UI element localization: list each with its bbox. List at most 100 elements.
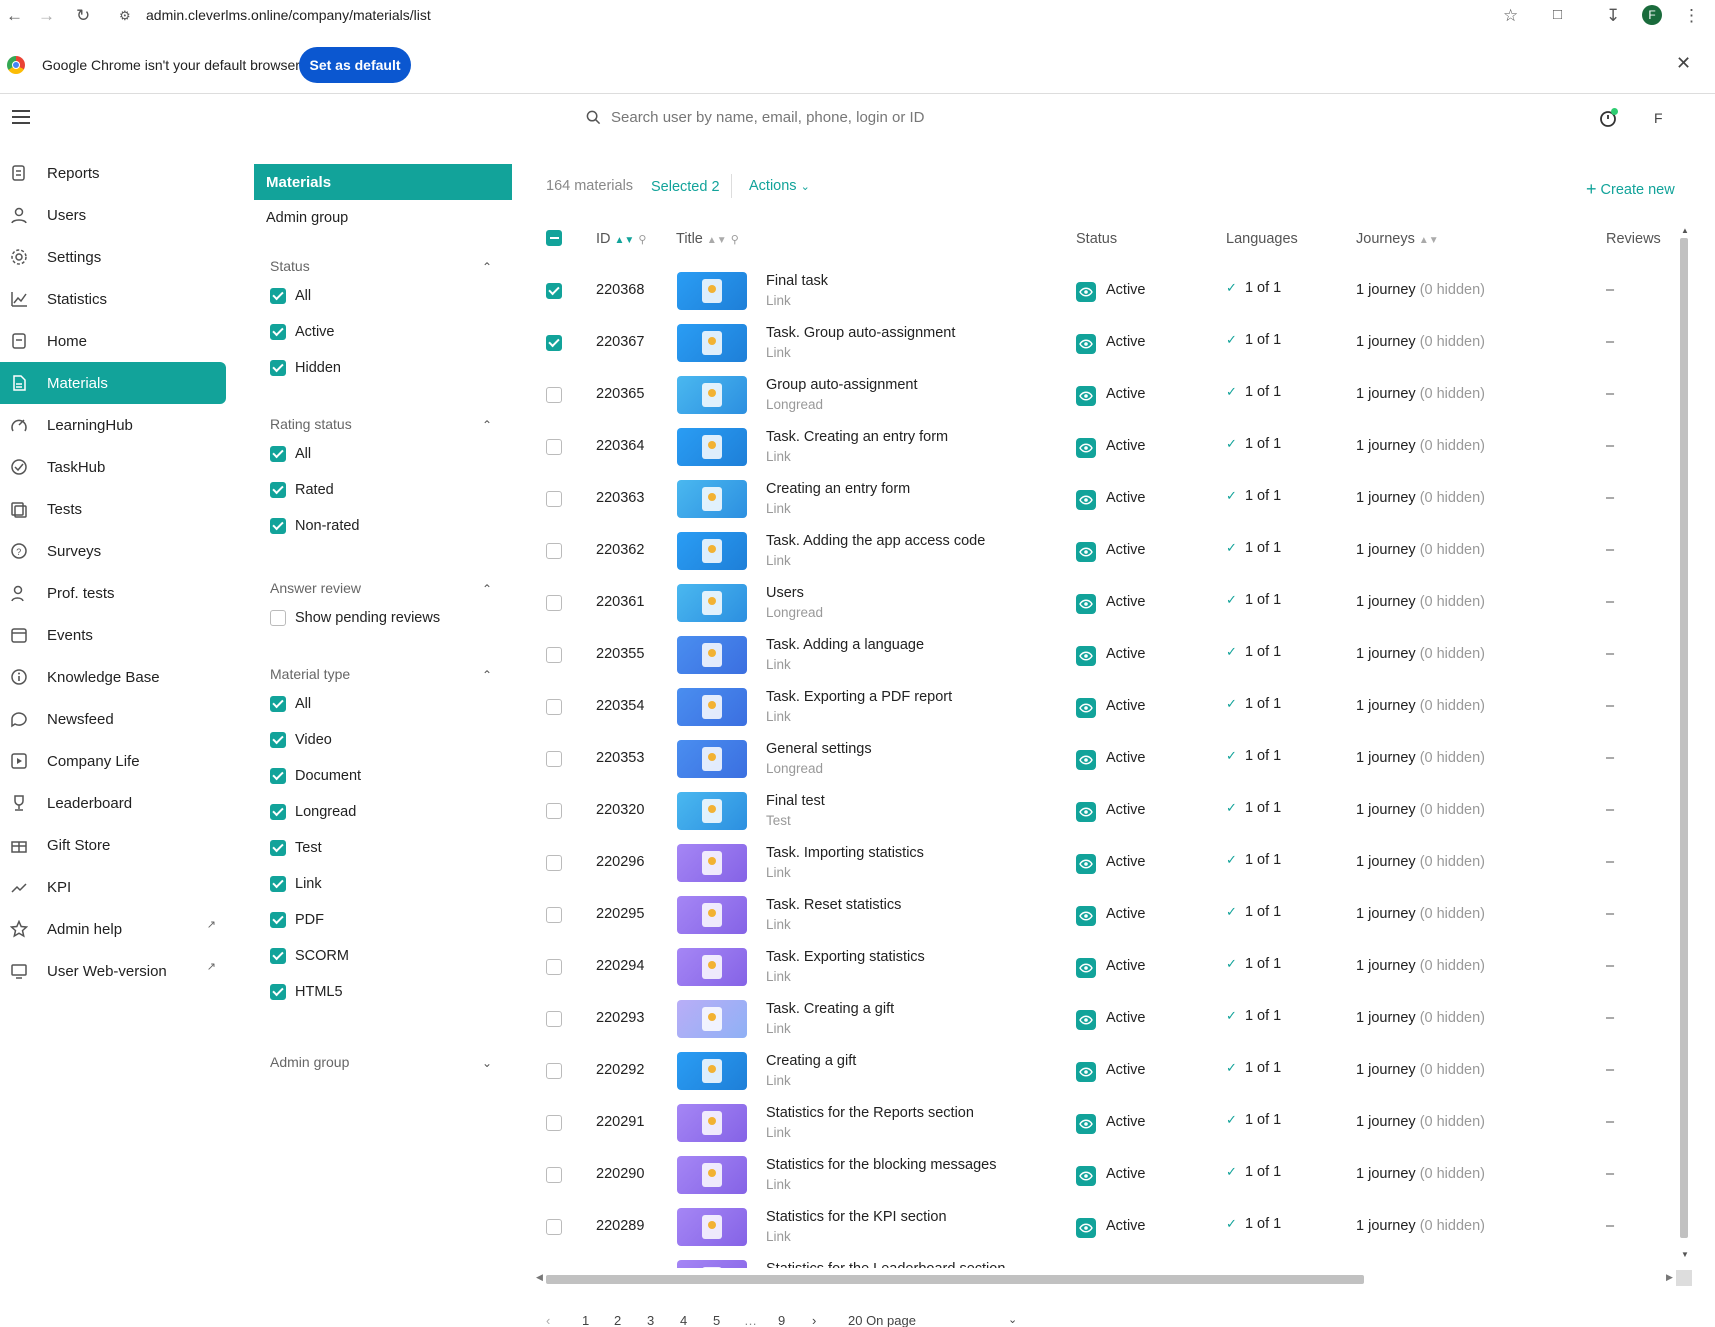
row-checkbox[interactable]: [546, 439, 562, 455]
material-thumbnail[interactable]: [677, 272, 747, 310]
table-row[interactable]: 220295 Task. Reset statistics Link Active ✓ …: [546, 889, 1676, 941]
row-checkbox[interactable]: [546, 907, 562, 923]
table-row[interactable]: 220367 Task. Group auto-assignment Link Act…: [546, 317, 1676, 369]
bookmark-star-icon[interactable]: ☆: [1503, 6, 1519, 25]
filter-option[interactable]: Longread: [254, 794, 512, 830]
pending-reviews-option[interactable]: Show pending reviews: [254, 600, 512, 636]
journeys-cell[interactable]: 1 journey (0 hidden): [1356, 542, 1485, 558]
sidebar-item-reports[interactable]: Reports: [0, 152, 230, 194]
row-checkbox[interactable]: [546, 1011, 562, 1027]
admin-group-filter-header[interactable]: Admin group ⌄: [254, 1054, 512, 1074]
sidebar-item-prof-tests[interactable]: Prof. tests: [0, 572, 230, 614]
material-thumbnail[interactable]: [677, 688, 747, 726]
row-checkbox[interactable]: [546, 387, 562, 403]
journeys-cell[interactable]: 1 journey (0 hidden): [1356, 958, 1485, 974]
sidebar-item-users[interactable]: Users: [0, 194, 230, 236]
eye-icon[interactable]: [1076, 1166, 1096, 1186]
material-title[interactable]: Task. Reset statistics: [766, 897, 902, 913]
row-checkbox[interactable]: [546, 1063, 562, 1079]
horizontal-scrollbar[interactable]: ◀ ▶: [536, 1272, 1673, 1285]
journeys-column-header[interactable]: Journeys ▲▼: [1356, 231, 1439, 247]
filter-checkbox[interactable]: [270, 768, 286, 784]
sidebar-item-kpi[interactable]: KPI: [0, 866, 230, 908]
filter-option[interactable]: Non-rated: [254, 508, 512, 544]
sidebar-item-materials[interactable]: Materials: [0, 362, 226, 404]
row-checkbox[interactable]: [546, 1219, 562, 1235]
sort-icon[interactable]: ▲▼: [614, 235, 635, 246]
material-title[interactable]: Creating a gift: [766, 1053, 857, 1069]
title-column-header[interactable]: Title ▲▼ ⚲: [676, 231, 739, 247]
filter-option[interactable]: HTML5: [254, 974, 512, 1010]
row-checkbox[interactable]: [546, 1167, 562, 1183]
eye-icon[interactable]: [1076, 958, 1096, 978]
sidebar-item-user-web-version[interactable]: User Web-version ↗: [0, 950, 230, 992]
table-row[interactable]: 220355 Task. Adding a language Link Active ✓…: [546, 629, 1676, 681]
table-row[interactable]: 220365 Group auto-assignment Longread Activ…: [546, 369, 1676, 421]
sidebar-item-statistics[interactable]: Statistics: [0, 278, 230, 320]
table-row[interactable]: 220290 Statistics for the blocking messag…: [546, 1149, 1676, 1201]
material-title[interactable]: Task. Adding a language: [766, 637, 925, 653]
menu-dots-icon[interactable]: ⋮: [1683, 6, 1700, 25]
material-thumbnail[interactable]: [677, 1052, 747, 1090]
sidebar-item-surveys[interactable]: ? Surveys: [0, 530, 230, 572]
chevron-up-icon[interactable]: ⌃: [481, 418, 492, 432]
journeys-cell[interactable]: 1 journey (0 hidden): [1356, 1218, 1485, 1234]
filter-checkbox[interactable]: [270, 876, 286, 892]
prev-page-icon[interactable]: ‹: [546, 1313, 551, 1327]
material-thumbnail[interactable]: [677, 428, 747, 466]
journeys-cell[interactable]: 1 journey (0 hidden): [1356, 802, 1485, 818]
row-checkbox[interactable]: [546, 855, 562, 871]
material-thumbnail[interactable]: [677, 792, 747, 830]
filter-checkbox[interactable]: [270, 360, 286, 376]
sidebar-item-gift-store[interactable]: Gift Store: [0, 824, 230, 866]
filter-checkbox[interactable]: [270, 840, 286, 856]
page-button[interactable]: 2: [614, 1313, 622, 1327]
sidebar-item-taskhub[interactable]: TaskHub: [0, 446, 230, 488]
sidebar-item-learninghub[interactable]: LearningHub: [0, 404, 230, 446]
row-checkbox[interactable]: [546, 335, 562, 351]
scroll-up-icon[interactable]: ▲: [1681, 226, 1689, 235]
material-thumbnail[interactable]: [677, 636, 747, 674]
download-icon[interactable]: ↧: [1606, 6, 1621, 25]
sidebar-item-leaderboard[interactable]: Leaderboard: [0, 782, 230, 824]
filter-checkbox[interactable]: [270, 696, 286, 712]
row-checkbox[interactable]: [546, 1115, 562, 1131]
material-thumbnail[interactable]: [677, 324, 747, 362]
eye-icon[interactable]: [1076, 750, 1096, 770]
page-button[interactable]: 9: [778, 1313, 786, 1327]
material-title[interactable]: Task. Adding the app access code: [766, 533, 986, 549]
extensions-icon[interactable]: □: [1553, 6, 1563, 23]
material-title[interactable]: Task. Group auto-assignment: [766, 325, 956, 341]
row-checkbox[interactable]: [546, 699, 562, 715]
material-title[interactable]: Statistics for the Leaderboard section: [766, 1261, 1005, 1268]
per-page-select[interactable]: 20 On page: [848, 1313, 916, 1327]
filter-option[interactable]: All: [254, 436, 512, 472]
table-row[interactable]: 220293 Task. Creating a gift Link Active ✓ 1…: [546, 993, 1676, 1045]
filter-option[interactable]: All: [254, 686, 512, 722]
chevron-up-icon[interactable]: ⌃: [481, 582, 492, 596]
eye-icon[interactable]: [1076, 646, 1096, 666]
create-new-button[interactable]: + Create new: [1586, 178, 1675, 199]
table-row[interactable]: 220364 Task. Creating an entry form Link Ac…: [546, 421, 1676, 473]
filter-checkbox[interactable]: [270, 324, 286, 340]
next-page-icon[interactable]: ›: [812, 1313, 817, 1327]
eye-icon[interactable]: [1076, 594, 1096, 614]
table-row[interactable]: 220294 Task. Exporting statistics Link Acti…: [546, 941, 1676, 993]
search-input[interactable]: Search user by name, email, phone, login…: [611, 108, 925, 126]
eye-icon[interactable]: [1076, 386, 1096, 406]
chevron-up-icon[interactable]: ⌃: [481, 668, 492, 682]
actions-dropdown[interactable]: Actions ⌄: [749, 178, 810, 194]
hamburger-menu-icon[interactable]: [12, 110, 30, 124]
journeys-cell[interactable]: 1 journey (0 hidden): [1356, 698, 1485, 714]
table-row[interactable]: 220320 Final test Test Active ✓ 1 of 1 1 jour…: [546, 785, 1676, 837]
eye-icon[interactable]: [1076, 1062, 1096, 1082]
material-title[interactable]: Task. Importing statistics: [766, 845, 924, 861]
journeys-cell[interactable]: 1 journey (0 hidden): [1356, 490, 1485, 506]
material-title[interactable]: Task. Creating an entry form: [766, 429, 949, 445]
filter-option[interactable]: Link: [254, 866, 512, 902]
page-button[interactable]: 3: [647, 1313, 655, 1327]
journeys-cell[interactable]: 1 journey (0 hidden): [1356, 1062, 1485, 1078]
filter-option[interactable]: Video: [254, 722, 512, 758]
filter-checkbox[interactable]: [270, 948, 286, 964]
eye-icon[interactable]: [1076, 1218, 1096, 1238]
